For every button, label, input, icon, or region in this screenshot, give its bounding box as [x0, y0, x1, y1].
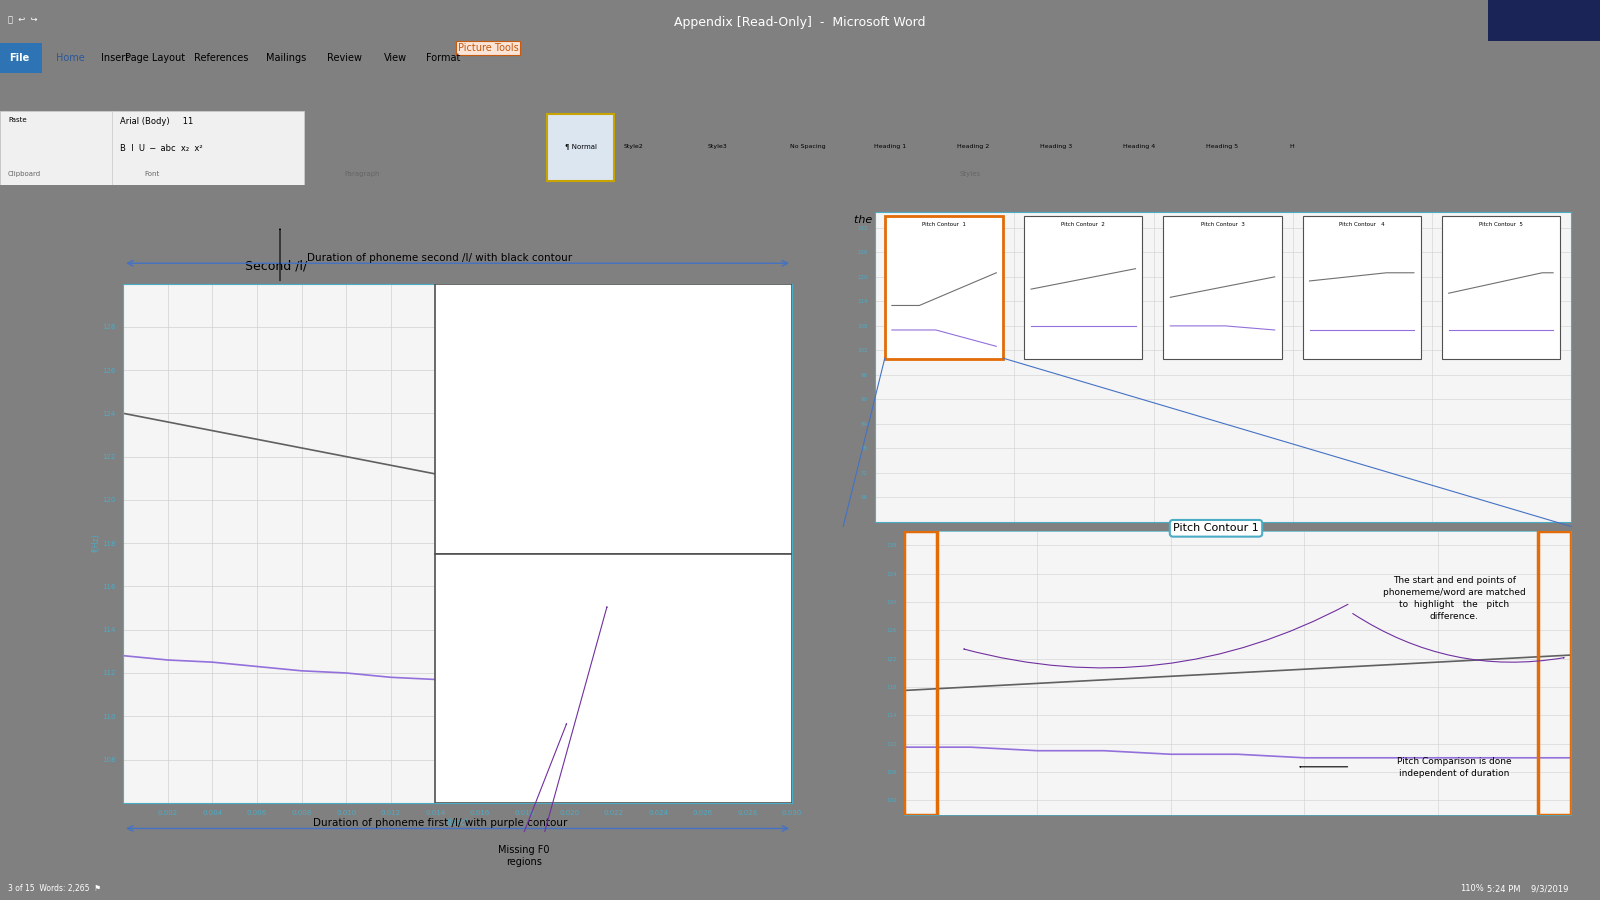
Text: Heading 2: Heading 2: [957, 144, 989, 148]
Text: Pitch Comparison is done
independent of duration: Pitch Comparison is done independent of …: [1397, 757, 1512, 778]
Text: View: View: [384, 53, 406, 63]
Text: 110%: 110%: [1461, 884, 1483, 893]
Text: Styles: Styles: [960, 171, 981, 177]
Text: Home: Home: [56, 53, 85, 63]
Bar: [0, 111, 112, 184]
Text: Style3: Style3: [707, 144, 726, 148]
Bar: [1302, 216, 1421, 358]
Bar: [904, 531, 938, 814]
Text: Picture Tools: Picture Tools: [458, 42, 518, 53]
Text: H: H: [1290, 144, 1294, 148]
Bar: [1488, 0, 1600, 40]
Text: Pitch Contour  2: Pitch Contour 2: [1061, 221, 1106, 227]
Text: Insert: Insert: [101, 53, 130, 63]
Text: Mailings: Mailings: [266, 53, 307, 63]
Bar: [1163, 216, 1282, 358]
Text: Duration of phoneme second /l/ with black contour: Duration of phoneme second /l/ with blac…: [307, 253, 573, 264]
Text: 🖫  ↩  ↪: 🖫 ↩ ↪: [8, 15, 37, 24]
Text: Heading 1: Heading 1: [874, 144, 906, 148]
Text: simplification: simplification: [893, 215, 978, 225]
Text: ¶ Normal: ¶ Normal: [565, 143, 597, 149]
Y-axis label: f(Hz): f(Hz): [91, 534, 101, 553]
Bar: [1442, 216, 1560, 358]
Bar: [1024, 216, 1142, 358]
Text: Pitch Contour 1: Pitch Contour 1: [1173, 523, 1259, 534]
Text: Missing F0
regions: Missing F0 regions: [498, 845, 550, 867]
Bar: [112, 111, 304, 184]
Text: Pitch Contour  1: Pitch Contour 1: [922, 221, 966, 227]
Text: Pitch Contour  3: Pitch Contour 3: [1200, 221, 1245, 227]
Text: Review: Review: [326, 53, 362, 63]
Text: Heading 3: Heading 3: [1040, 144, 1072, 148]
Bar: [435, 554, 792, 803]
Text: Paste: Paste: [8, 117, 27, 122]
Bar: [885, 216, 1003, 358]
Text: Pitch Contour  5: Pitch Contour 5: [1478, 221, 1523, 227]
Text: Paragraph: Paragraph: [344, 171, 379, 177]
Text: Style2: Style2: [624, 144, 643, 148]
Bar: [0, 42, 42, 73]
Text: Pitch Contour   4: Pitch Contour 4: [1339, 221, 1384, 227]
Text: B  I  U  ─  abc  x₂  x²: B I U ─ abc x₂ x²: [120, 144, 203, 153]
Text: References: References: [194, 53, 248, 63]
Bar: [1538, 531, 1571, 814]
Bar: [885, 216, 1003, 358]
Text: Heading 4: Heading 4: [1123, 144, 1155, 148]
Text: Format: Format: [426, 53, 461, 63]
Bar: [547, 114, 614, 181]
Text: No Spacing: No Spacing: [790, 144, 826, 148]
Text: Appendix [Read-Only]  -  Microsoft Word: Appendix [Read-Only] - Microsoft Word: [674, 16, 926, 29]
Text: the: the: [854, 215, 877, 225]
X-axis label: t(sec): t(sec): [446, 818, 469, 827]
Text: Font: Font: [144, 171, 160, 177]
Text: Page Layout: Page Layout: [125, 53, 186, 63]
Text: problem sets. [Note: Verb, Noun, Adjective] (Black data in graph): problem sets. [Note: Verb, Noun, Adjecti…: [1040, 215, 1408, 225]
Text: 5:24 PM    9/3/2019: 5:24 PM 9/3/2019: [1486, 884, 1568, 893]
Text: Second /l/: Second /l/: [245, 260, 307, 273]
Text: Heading 5: Heading 5: [1206, 144, 1238, 148]
Bar: [435, 284, 792, 554]
Text: Clipboard: Clipboard: [8, 171, 42, 177]
Text: The start and end points of
phonememe/word are matched
to  highlight   the   pit: The start and end points of phonememe/wo…: [1382, 576, 1526, 621]
Text: 3 of 15  Words: 2,265  ⚑: 3 of 15 Words: 2,265 ⚑: [8, 884, 101, 893]
Text: File: File: [10, 53, 29, 63]
Text: Duration of phoneme first /l/ with purple contour: Duration of phoneme first /l/ with purpl…: [314, 818, 566, 829]
Text: Arial (Body)     11: Arial (Body) 11: [120, 117, 194, 126]
